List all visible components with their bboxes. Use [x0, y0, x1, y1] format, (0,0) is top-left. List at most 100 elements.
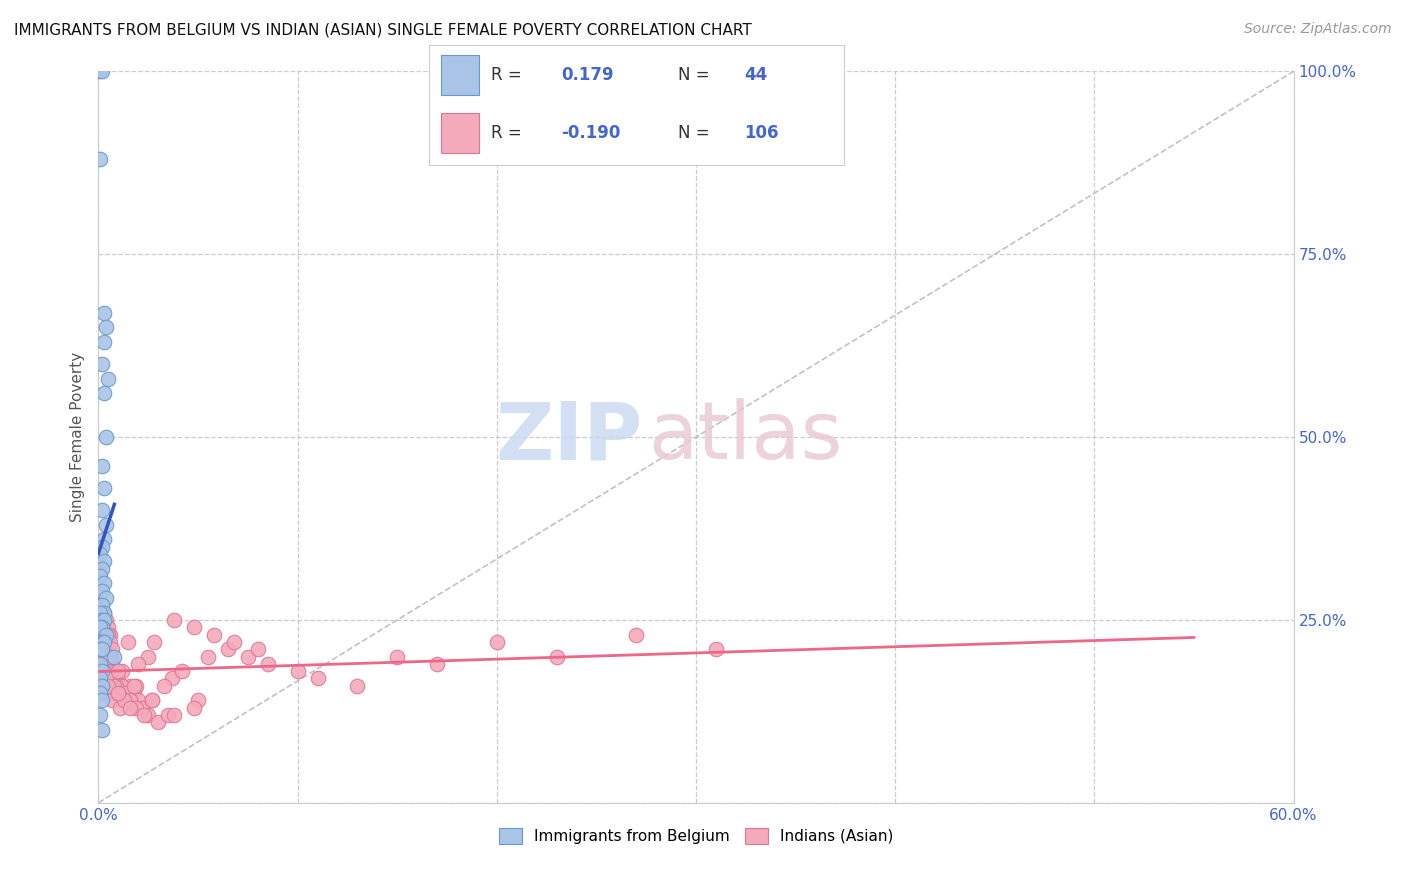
Point: [97, 620, 120, 634]
Point: [202, 627, 225, 641]
Point: [91, 562, 114, 576]
Point: [89, 664, 111, 678]
Point: [103, 679, 125, 693]
Point: [96, 517, 118, 532]
Point: [97, 664, 120, 678]
Point: [148, 715, 170, 730]
Text: 44: 44: [744, 66, 768, 85]
Point: [91, 459, 114, 474]
Point: [91, 635, 114, 649]
Point: [626, 627, 648, 641]
Text: 106: 106: [744, 124, 779, 142]
Point: [111, 679, 134, 693]
Point: [91, 627, 114, 641]
Point: [91, 620, 114, 634]
Point: [93, 606, 115, 620]
Point: [157, 708, 180, 723]
Point: [93, 554, 115, 568]
Point: [246, 642, 269, 657]
Point: [93, 664, 115, 678]
Point: [485, 635, 508, 649]
Point: [89, 672, 111, 686]
Point: [163, 613, 186, 627]
Point: [136, 649, 159, 664]
Point: [385, 649, 409, 664]
Point: [546, 649, 568, 664]
Point: [98, 649, 122, 664]
Point: [96, 672, 118, 686]
Point: [89, 606, 111, 620]
Point: [105, 679, 128, 693]
Point: [97, 627, 120, 641]
Point: [91, 64, 114, 78]
Text: IMMIGRANTS FROM BELGIUM VS INDIAN (ASIAN) SINGLE FEMALE POVERTY CORRELATION CHAR: IMMIGRANTS FROM BELGIUM VS INDIAN (ASIAN…: [14, 22, 752, 37]
Point: [112, 693, 135, 707]
Point: [89, 620, 111, 634]
Point: [96, 591, 118, 605]
Point: [112, 693, 135, 707]
Point: [105, 664, 128, 678]
Point: [160, 672, 183, 686]
Point: [115, 686, 138, 700]
Point: [96, 642, 118, 657]
Point: [101, 693, 124, 707]
Point: [93, 481, 115, 495]
Point: [89, 672, 111, 686]
Point: [183, 700, 205, 714]
Point: [91, 657, 114, 671]
Point: [93, 306, 115, 320]
Point: [96, 672, 118, 686]
Point: [256, 657, 278, 671]
Point: [91, 583, 114, 598]
Text: R =: R =: [491, 66, 522, 85]
Point: [96, 649, 118, 664]
Point: [183, 620, 205, 634]
Point: [346, 679, 368, 693]
Point: [172, 664, 194, 678]
Point: [107, 686, 129, 700]
Legend: Immigrants from Belgium, Indians (Asian): Immigrants from Belgium, Indians (Asian): [492, 822, 900, 850]
Point: [91, 664, 114, 678]
Point: [91, 672, 114, 686]
Point: [91, 642, 114, 657]
Point: [93, 679, 115, 693]
Point: [93, 533, 115, 547]
Point: [93, 334, 115, 349]
Text: 0.179: 0.179: [561, 66, 614, 85]
Point: [107, 672, 129, 686]
Point: [93, 576, 115, 591]
Point: [89, 708, 111, 723]
Point: [89, 642, 111, 657]
Point: [120, 693, 142, 707]
Point: [89, 547, 111, 561]
Point: [93, 386, 115, 401]
Point: [89, 657, 111, 671]
Point: [91, 679, 114, 693]
Point: [110, 700, 132, 714]
Point: [103, 649, 125, 664]
Point: [89, 583, 111, 598]
Point: [93, 613, 115, 627]
Point: [141, 693, 163, 707]
Point: [93, 664, 115, 678]
Point: [91, 613, 114, 627]
Point: [97, 371, 120, 385]
Point: [107, 664, 129, 678]
Text: -0.190: -0.190: [561, 124, 621, 142]
Point: [89, 686, 111, 700]
Point: [97, 679, 120, 693]
Point: [89, 649, 111, 664]
Point: [127, 693, 149, 707]
Point: [287, 664, 309, 678]
Point: [125, 679, 148, 693]
Point: [91, 693, 114, 707]
Point: [91, 649, 114, 664]
Point: [125, 700, 148, 714]
Point: [134, 708, 156, 723]
Point: [93, 606, 115, 620]
Point: [97, 679, 120, 693]
Point: [91, 357, 114, 371]
Point: [96, 613, 118, 627]
Point: [91, 540, 114, 554]
Point: [93, 635, 115, 649]
